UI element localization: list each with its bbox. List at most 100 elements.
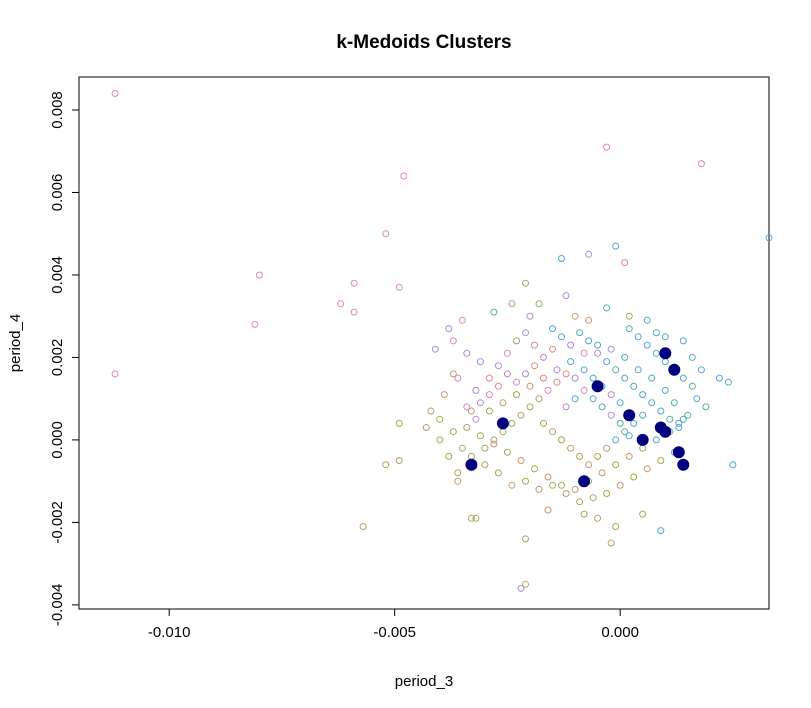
- data-point-108: [535, 485, 543, 493]
- medoid-point-6: [659, 425, 672, 438]
- data-point-70: [594, 341, 602, 349]
- data-point-6: [350, 308, 358, 316]
- data-point-32: [544, 506, 552, 514]
- data-point-76: [513, 391, 520, 399]
- data-point-72: [567, 358, 575, 366]
- data-point-53: [643, 316, 651, 324]
- data-point-21: [467, 514, 475, 522]
- data-point-79: [472, 415, 480, 423]
- data-point-22: [472, 514, 480, 522]
- data-point-20: [395, 419, 403, 427]
- data-point-106: [562, 490, 570, 497]
- data-point-107: [549, 481, 556, 489]
- data-point-193: [422, 424, 430, 431]
- data-point-46: [526, 312, 534, 320]
- data-point-94: [652, 436, 660, 444]
- data-point-170: [580, 386, 588, 394]
- data-point-168: [562, 403, 570, 411]
- data-point-103: [603, 490, 611, 497]
- data-point-118: [485, 374, 493, 382]
- data-point-157: [549, 428, 556, 436]
- data-point-161: [585, 461, 593, 469]
- data-point-81: [476, 432, 484, 440]
- data-point-150: [526, 403, 534, 411]
- x-tick-label: -0.005: [373, 624, 416, 641]
- data-point-37: [427, 407, 435, 415]
- data-point-142: [571, 374, 579, 382]
- y-axis: -0.004 -0.002 0.000 0.002 0.004 0.006 0.008: [49, 91, 79, 626]
- data-point-90: [598, 469, 606, 477]
- data-point-14: [621, 259, 629, 267]
- y-tick-label: 0.008: [49, 91, 66, 129]
- data-point-119: [494, 362, 502, 370]
- data-point-114: [458, 444, 466, 452]
- data-point-0: [111, 90, 119, 97]
- data-point-125: [549, 345, 556, 353]
- data-point-110: [508, 481, 516, 489]
- x-tick-label: 0.000: [601, 624, 639, 641]
- data-point-51: [603, 304, 611, 312]
- data-point-116: [463, 403, 471, 411]
- data-point-185: [652, 349, 660, 357]
- data-point-44: [522, 279, 529, 287]
- y-tick-label: 0.002: [49, 339, 66, 377]
- data-point-177: [522, 370, 529, 378]
- data-point-16: [558, 255, 565, 262]
- data-point-138: [666, 415, 674, 423]
- data-point-111: [494, 469, 502, 477]
- data-point-82: [490, 440, 498, 448]
- data-point-199: [463, 349, 471, 357]
- data-point-191: [625, 325, 633, 333]
- data-point-153: [499, 428, 507, 436]
- data-point-7: [382, 230, 390, 238]
- data-point-188: [679, 374, 687, 382]
- data-point-121: [513, 337, 520, 345]
- data-point-102: [616, 481, 624, 489]
- data-point-41: [476, 358, 484, 366]
- data-point-71: [580, 349, 588, 357]
- data-point-27: [612, 523, 620, 530]
- data-point-175: [625, 432, 633, 440]
- data-point-19: [395, 457, 403, 464]
- data-point-8: [395, 283, 403, 291]
- data-point-160: [576, 452, 584, 460]
- data-point-1: [111, 370, 119, 378]
- data-point-192: [436, 415, 444, 423]
- data-point-57: [688, 353, 696, 361]
- plot-frame: [78, 76, 770, 610]
- data-point-164: [612, 436, 620, 444]
- data-point-96: [675, 419, 683, 427]
- data-point-58: [697, 366, 705, 374]
- data-point-137: [657, 407, 665, 415]
- data-point-45: [535, 300, 543, 308]
- data-point-88: [571, 485, 579, 493]
- data-point-100: [643, 465, 651, 473]
- data-point-129: [585, 337, 593, 345]
- data-point-148: [544, 386, 552, 394]
- data-point-197: [431, 345, 439, 353]
- data-point-131: [603, 358, 611, 366]
- data-point-68: [621, 353, 629, 361]
- data-point-190: [634, 333, 642, 341]
- data-point-77: [499, 399, 507, 407]
- data-point-135: [639, 391, 647, 399]
- data-point-101: [630, 473, 638, 481]
- data-point-171: [589, 395, 597, 403]
- data-point-59: [715, 374, 723, 382]
- data-point-174: [616, 419, 624, 427]
- data-point-162: [594, 452, 602, 460]
- data-point-10: [603, 143, 611, 151]
- data-point-176: [531, 362, 538, 370]
- data-point-91: [612, 461, 620, 469]
- medoid-point-9: [677, 458, 690, 471]
- data-point-69: [607, 345, 615, 353]
- data-point-109: [522, 477, 529, 485]
- data-point-126: [558, 333, 565, 341]
- data-point-55: [661, 333, 669, 341]
- data-point-179: [503, 370, 511, 378]
- data-point-23: [517, 584, 525, 592]
- data-point-132: [612, 366, 620, 374]
- data-point-39: [445, 325, 453, 333]
- data-point-122: [522, 329, 529, 337]
